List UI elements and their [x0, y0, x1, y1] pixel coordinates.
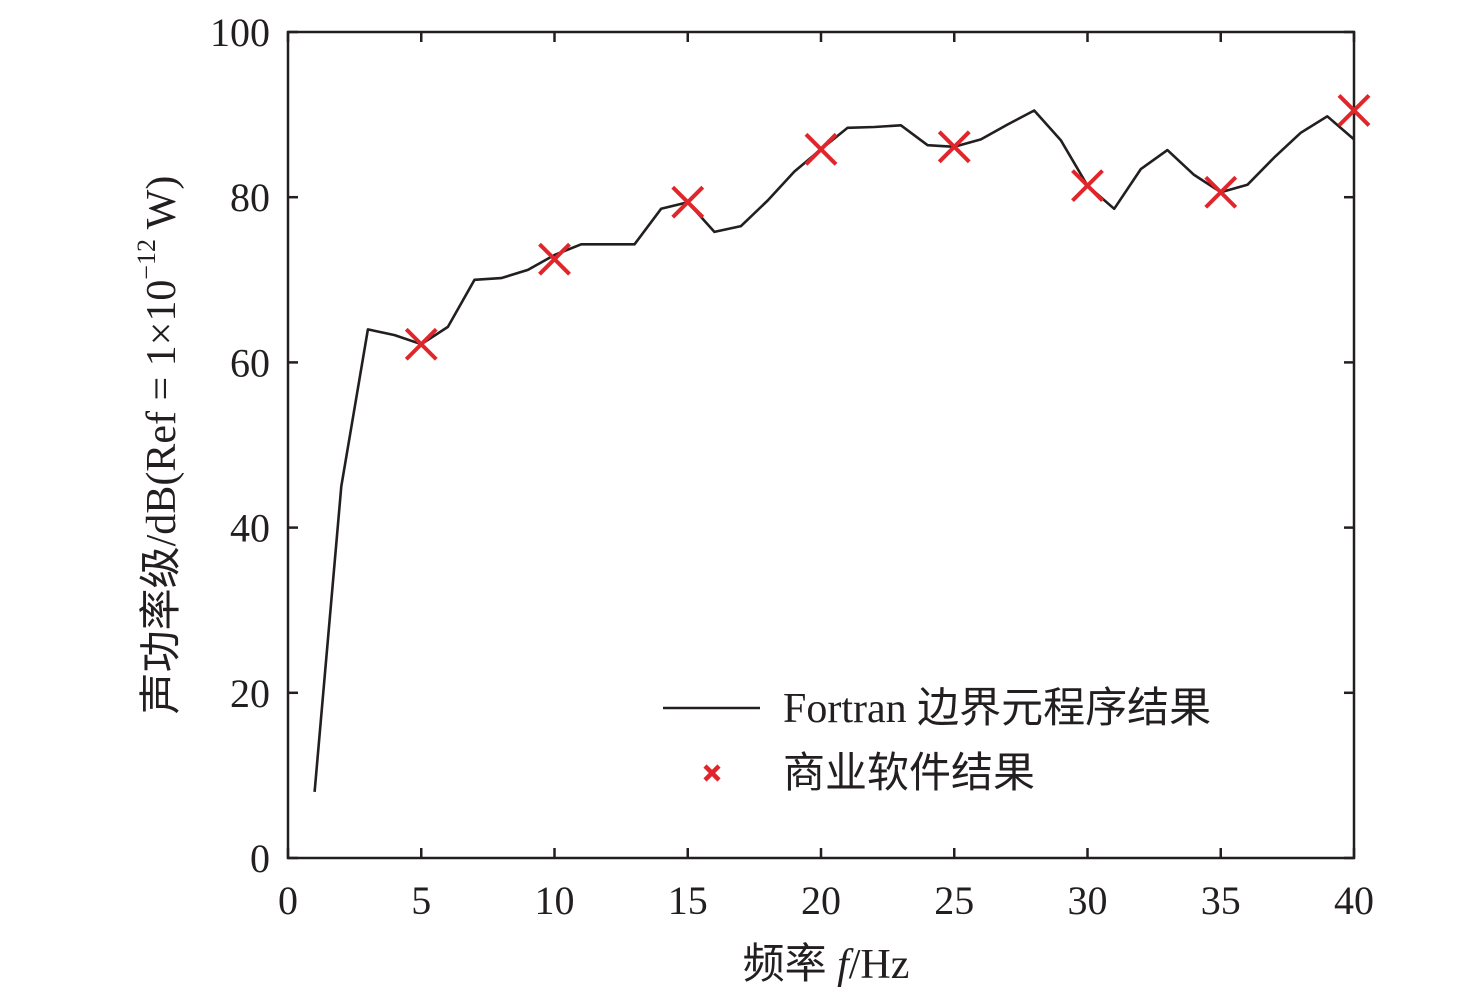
y-tick-label: 40 [230, 506, 270, 551]
x-axis-title-unit: /Hz [849, 942, 910, 988]
y-tick-label: 20 [230, 671, 270, 716]
y-tick-label: 0 [250, 836, 270, 881]
legend-label-commercial: 商业软件结果 [783, 751, 1035, 797]
legend-x-marker [703, 764, 721, 782]
x-tick-label: 30 [1068, 878, 1108, 923]
y-axis-title: 声功率级/dB(Ref = 1×10−12 W) [132, 176, 186, 715]
y-tick-label: 60 [230, 340, 270, 385]
legend: Fortran 边界元程序结果 商业软件结果 [663, 686, 1211, 797]
data-point-commercial [1071, 169, 1104, 203]
data-point-commercial [671, 185, 705, 219]
y-tick-label: 80 [230, 175, 270, 220]
plot-area-frame [286, 30, 1356, 860]
x-tick-label: 40 [1334, 878, 1374, 923]
data-point-commercial [1337, 94, 1371, 127]
data-point-commercial [538, 242, 571, 276]
x-tick-label: 20 [801, 878, 841, 923]
x-tick-label: 5 [411, 878, 431, 923]
data-point-commercial [804, 132, 838, 166]
data-point-commercial [937, 130, 971, 164]
legend-label-fortran: Fortran 边界元程序结果 [783, 686, 1211, 732]
y-tick-label: 100 [210, 10, 270, 55]
data-point-commercial [404, 327, 438, 361]
y-axis-title-end: W) [139, 176, 185, 239]
y-axis-title-exponent: −12 [132, 239, 161, 280]
data-point-commercial [1204, 175, 1238, 209]
series-layer [313, 94, 1371, 793]
x-tick-label: 0 [278, 878, 298, 923]
x-tick-label: 35 [1201, 878, 1241, 923]
x-tick-label: 15 [668, 878, 708, 923]
x-axis-title: 频率 f/Hz [743, 941, 910, 988]
x-tick-label: 25 [934, 878, 974, 923]
tick-labels: 0 5 10 15 20 25 30 35 40 0 20 40 60 80 100 [210, 10, 1374, 923]
x-tick-label: 10 [535, 878, 575, 923]
axis-ticks [286, 30, 1356, 860]
